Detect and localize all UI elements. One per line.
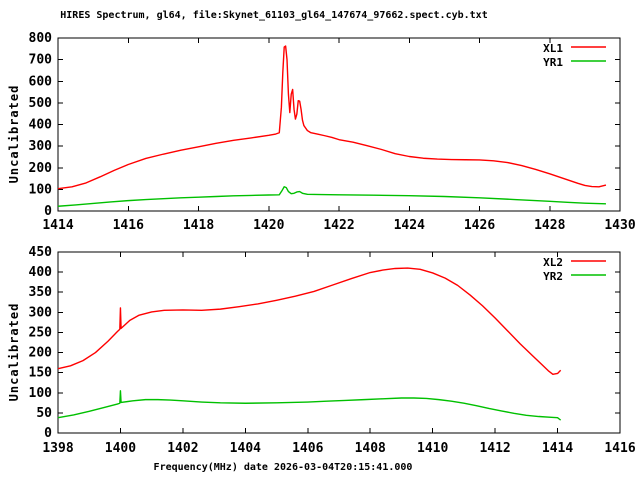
- legend-label-yr1: YR1: [543, 56, 563, 69]
- x-tick-label: 1420: [253, 218, 284, 233]
- x-tick-label: 1418: [183, 218, 214, 233]
- y-tick-label: 350: [29, 285, 53, 300]
- y-tick-label: 600: [29, 74, 53, 89]
- y-tick-label: 200: [29, 161, 53, 176]
- x-tick-label: 1402: [167, 441, 198, 456]
- x-tick-label: 1398: [42, 441, 73, 456]
- x-tick-label: 1416: [604, 441, 635, 456]
- y-tick-label: 400: [29, 118, 53, 133]
- x-tick-label: 1428: [534, 218, 565, 233]
- y-tick-label: 700: [29, 53, 53, 68]
- x-axis-label: Frequency(MHz) date 2026-03-04T20:15:41.…: [153, 462, 413, 473]
- x-tick-label: 1408: [355, 441, 386, 456]
- legend-label-xl2: XL2: [543, 256, 563, 269]
- series-line-xl1: [57, 45, 607, 190]
- y-tick-label: 0: [44, 426, 52, 441]
- x-tick-label: 1414: [42, 218, 73, 233]
- y-tick-label: 250: [29, 325, 53, 340]
- plot-border: [57, 251, 621, 434]
- x-tick-label: 1414: [542, 441, 573, 456]
- y-tick-label: 300: [29, 305, 53, 320]
- legend-label-yr2: YR2: [543, 270, 563, 283]
- series-line-yr2: [57, 390, 562, 421]
- y-tick-label: 150: [29, 366, 53, 381]
- x-tick-label: 1404: [230, 441, 261, 456]
- y-tick-label: 500: [29, 96, 53, 111]
- y-tick-label: 200: [29, 346, 53, 361]
- y-tick-label: 50: [36, 406, 52, 421]
- legend-label-xl1: XL1: [543, 42, 563, 55]
- x-tick-label: 1422: [323, 218, 354, 233]
- x-tick-label: 1400: [105, 441, 136, 456]
- plot-border: [57, 37, 621, 212]
- x-tick-label: 1430: [604, 218, 635, 233]
- x-tick-label: 1410: [417, 441, 448, 456]
- x-tick-label: 1426: [464, 218, 495, 233]
- y-axis-label-bottom: Uncalibrated: [7, 302, 21, 402]
- y-tick-label: 800: [29, 31, 53, 46]
- y-tick-label: 300: [29, 139, 53, 154]
- y-tick-label: 0: [44, 204, 52, 219]
- y-tick-label: 400: [29, 265, 53, 280]
- y-tick-label: 450: [29, 245, 53, 260]
- y-tick-label: 100: [29, 386, 53, 401]
- chart-title: HIRES Spectrum, gl64, file:Skynet_61103_…: [60, 10, 488, 21]
- x-tick-label: 1424: [394, 218, 425, 233]
- y-tick-label: 100: [29, 182, 53, 197]
- x-tick-label: 1412: [479, 441, 510, 456]
- x-tick-label: 1416: [113, 218, 144, 233]
- x-tick-label: 1406: [292, 441, 323, 456]
- series-line-yr1: [57, 186, 606, 207]
- series-line-xl2: [57, 267, 562, 375]
- y-axis-label-top: Uncalibrated: [7, 84, 21, 184]
